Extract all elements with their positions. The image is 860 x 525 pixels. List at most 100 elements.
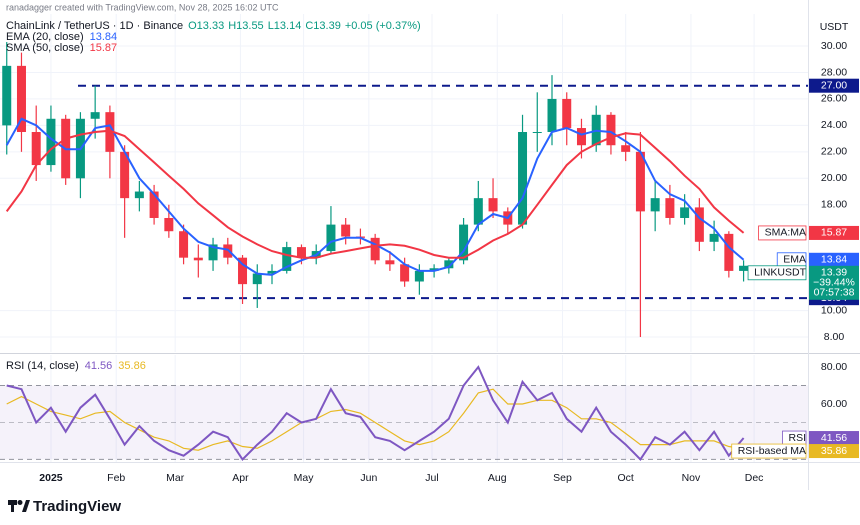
rsi-ma-line [6,388,744,451]
y-tick-label: 20.00 [821,172,847,184]
y-tick-label: 10.00 [821,304,847,316]
candle-body [444,260,454,269]
price-tag [809,444,859,459]
price-tag [809,265,859,300]
candle-body [370,237,380,261]
legend-item: H13.55 [228,20,263,32]
candle-body [473,198,483,225]
x-tick-label: Dec [745,472,764,484]
currency-label: USDT [820,21,849,33]
price-tag-value: 35.86 [821,445,847,457]
legend-item: 41.56 [85,360,113,372]
candle-body [665,198,675,218]
candle-body [724,233,734,271]
candle-body [267,270,277,274]
price-tag [809,431,859,446]
candle-body [385,260,395,265]
candle-body [208,244,218,261]
y-tick-label: 22.00 [821,146,847,158]
x-tick-label: Jun [360,472,377,484]
y-tick-label: 28.00 [821,66,847,78]
candle-body [31,132,41,166]
candle-body [90,112,100,119]
logo-mark [11,500,14,512]
x-tick-label: Sep [553,472,572,484]
legend-item: O13.33 [188,20,224,32]
x-tick-label: Jul [425,472,438,484]
x-tick-label: Apr [232,472,249,484]
candle-body [459,224,469,261]
price-tag [809,225,859,240]
indicator-line [5,129,745,259]
watermark: ranadagger created with TradingView.com,… [6,2,279,12]
price-tag-value: 13.39 [821,267,847,279]
legend: EMA (20, close) 13.84 [6,31,117,43]
level-tag [809,78,859,93]
price-tag-name-bg [747,265,807,281]
rsi-line [6,365,745,461]
legend-item: 35.86 [118,360,146,372]
indicator-line [5,117,745,276]
candle-body [105,112,115,152]
candle-body [680,207,690,218]
candle-body [414,270,424,282]
rsi-tick-label: 80.00 [821,361,847,373]
x-tick-label: May [294,472,315,484]
candle-body [739,265,749,271]
price-tag-extra: 07:57:38 [814,287,855,299]
level-label: 27.00 [821,79,847,91]
logo-mark [22,500,30,512]
price-tag-value: 13.84 [821,254,847,266]
legend: ChainLink / TetherUS · 1D · Binance O13.3… [6,20,421,32]
candle-body [16,65,26,133]
candle-body [606,114,616,146]
candle-body [149,191,159,218]
candle-body [341,224,351,237]
legend-item: SMA (50, close) [6,42,84,54]
candle-body [252,273,262,285]
legend-item: L13.14 [268,20,302,32]
price-tag-name-bg [731,443,807,459]
y-tick-label: 30.00 [821,40,847,52]
price-tag-name: LINKUSDT [754,267,807,279]
candle-body [532,132,542,134]
legend-item: RSI (14, close) [6,360,79,372]
x-tick-label: Feb [107,472,125,484]
legend-item: +0.05 (+0.37%) [345,20,421,32]
candle-body [562,98,572,129]
price-tag-name: RSI-based MA [738,445,806,457]
y-tick-label: 18.00 [821,199,847,211]
rsi-tick-label: 60.00 [821,398,847,410]
y-tick-label: 8.00 [824,331,845,343]
legend-item: EMA (20, close) [6,31,84,43]
candle-body [518,132,528,225]
price-tag-name: RSI [788,432,806,444]
candle-body [429,268,439,271]
candle-body [400,264,410,282]
rsi-band [0,385,808,460]
legend-item: ChainLink / TetherUS · 1D · Binance [6,20,183,32]
candle-body [164,217,174,232]
x-tick-label: Aug [488,472,507,484]
candle-body [635,151,645,212]
candle-body [296,247,306,258]
candle-body [621,145,631,152]
legend-item: C13.39 [305,20,340,32]
candle-body [576,128,586,146]
candle-body [326,224,336,252]
candle-body [694,207,704,242]
legend-item: 15.87 [90,42,118,54]
price-tag [809,252,859,267]
candle-body [134,191,144,199]
legend: SMA (50, close) 15.87 [6,42,117,54]
y-tick-label: 24.00 [821,119,847,131]
price-tag-name-bg [758,225,807,241]
x-tick-label: Oct [618,472,634,484]
logo-text: TradingView [33,498,121,515]
candle-body [46,118,56,166]
legend: RSI (14, close) 41.56 35.86 [6,360,146,372]
x-tick-label: Nov [682,472,701,484]
candle-body [2,65,12,126]
candle-body [282,247,292,271]
